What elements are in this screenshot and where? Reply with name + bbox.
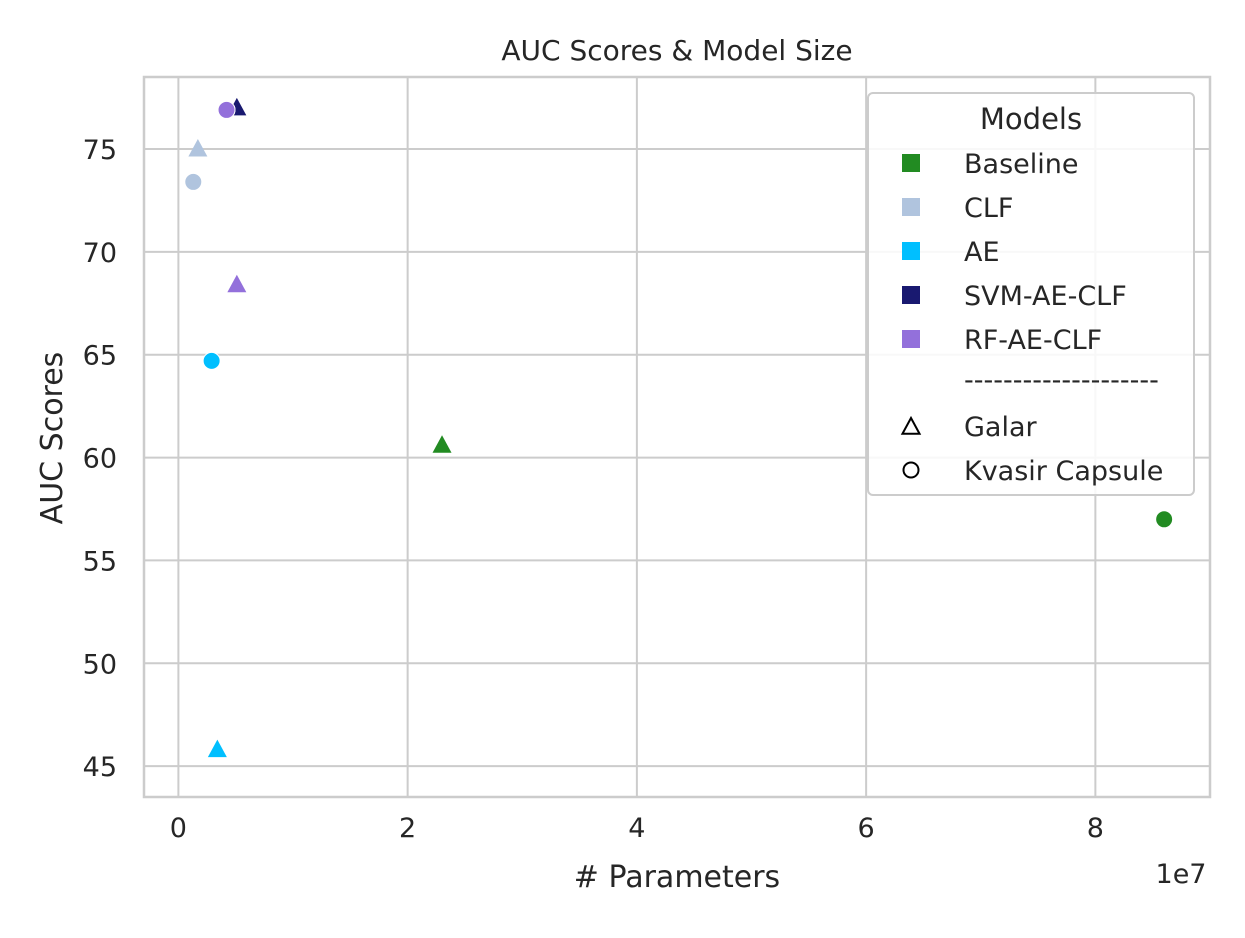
legend-swatch-clf: [902, 198, 920, 216]
ae-galar-point: [207, 739, 227, 758]
x-axis-ticks: 0 2 4 6 8: [170, 813, 1104, 844]
x-tick-label: 4: [628, 813, 645, 844]
plot-frame: [142, 75, 1212, 799]
x-axis-label: # Parameters: [574, 860, 780, 895]
triangle-icon: [900, 415, 922, 435]
y-axis-ticks: 45 50 55 60 65 70 75: [83, 135, 117, 783]
data-points: [184, 97, 1174, 758]
baseline-galar-point: [432, 435, 452, 453]
legend-title: Models: [980, 102, 1082, 136]
legend-swatch-svm-ae-clf: [902, 286, 920, 304]
legend-label-ae: AE: [964, 237, 1000, 268]
rf-ae-clf-kvasir-point: [217, 100, 236, 119]
x-tick-label: 6: [858, 813, 875, 844]
legend-swatch-rf-ae-clf: [902, 330, 920, 348]
rf-ae-clf-galar-point: [227, 274, 247, 293]
legend-items: Baseline CLF AE SVM-AE-CLF RF-AE-CLF --------…: [900, 149, 1163, 487]
clf-galar-point: [188, 139, 208, 157]
y-tick-label: 60: [83, 444, 117, 475]
y-tick-label: 75: [83, 135, 117, 166]
baseline-kvasir-point: [1155, 510, 1174, 529]
legend-separator: --------------------: [964, 365, 1159, 396]
x-axis-offset-label: 1e7: [1156, 859, 1207, 890]
legend-label-clf: CLF: [964, 193, 1013, 224]
legend-box: [867, 92, 1195, 496]
legend-label-kvasir-capsule: Kvasir Capsule: [964, 456, 1163, 487]
y-tick-label: 70: [83, 238, 117, 269]
ae-kvasir-point: [202, 351, 221, 370]
x-tick-label: 2: [399, 813, 416, 844]
clf-kvasir-point: [184, 172, 203, 191]
x-tick-label: 8: [1087, 813, 1104, 844]
y-tick-label: 45: [83, 752, 117, 783]
legend-swatch-ae: [902, 242, 920, 260]
legend-label-rf-ae-clf: RF-AE-CLF: [964, 325, 1102, 356]
circle-icon: [902, 461, 920, 479]
legend-label-galar: Galar: [964, 412, 1038, 443]
legend-swatch-baseline: [902, 154, 920, 172]
y-tick-label: 65: [83, 341, 117, 372]
legend: Models Baseline CLF AE SVM-AE-CLF RF-AE-CLF -…: [867, 92, 1195, 496]
y-tick-label: 55: [83, 546, 117, 577]
y-tick-label: 50: [83, 649, 117, 680]
x-tick-label: 0: [170, 813, 187, 844]
legend-label-baseline: Baseline: [964, 149, 1078, 180]
legend-label-svm-ae-clf: SVM-AE-CLF: [964, 281, 1127, 312]
chart-title: AUC Scores & Model Size: [501, 34, 852, 67]
y-axis-label: AUC Scores: [35, 352, 70, 525]
